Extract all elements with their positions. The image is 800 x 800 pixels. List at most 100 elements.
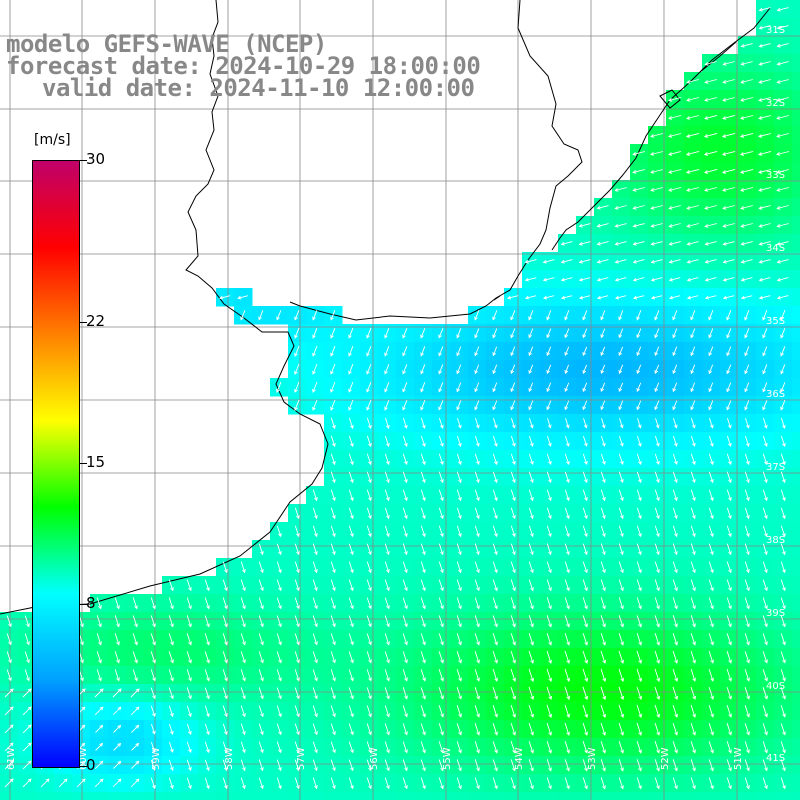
wind-arrow (366, 382, 372, 393)
wind-arrow (740, 259, 753, 264)
wind-arrow (704, 259, 717, 264)
wind-arrow (708, 723, 714, 736)
wind-arrow (546, 741, 552, 754)
wind-arrow (600, 632, 606, 646)
wind-arrow (636, 686, 643, 700)
wind-arrow (762, 525, 768, 538)
wind-arrow (578, 295, 591, 300)
wind-speed-cell (324, 792, 343, 800)
wind-arrow (704, 61, 717, 66)
wind-arrow (312, 327, 318, 339)
wind-arrow (420, 669, 426, 682)
wind-arrow (438, 687, 444, 700)
wind-arrow (668, 115, 682, 120)
wind-arrow (114, 615, 120, 628)
wind-arrow (294, 597, 300, 610)
wind-arrow (614, 205, 627, 210)
wind-arrow (168, 705, 174, 718)
wind-arrow (420, 777, 426, 790)
wind-arrow (186, 633, 192, 646)
wind-arrow (686, 295, 699, 300)
wind-arrow (474, 417, 480, 429)
wind-arrow (150, 669, 156, 682)
wind-arrow (578, 223, 591, 228)
wind-arrow (618, 722, 624, 736)
wind-arrow (600, 489, 606, 502)
wind-arrow (456, 525, 462, 538)
wind-arrow (632, 259, 645, 264)
wind-arrow (600, 400, 606, 411)
wind-arrow (204, 705, 210, 718)
wind-arrow (708, 328, 714, 339)
wind-arrow (510, 364, 516, 375)
wind-arrow (654, 777, 660, 790)
wind-arrow (456, 400, 462, 411)
wind-arrow (420, 400, 426, 411)
wind-speed-cell (252, 792, 271, 800)
wind-arrow (582, 777, 588, 790)
wind-arrow (76, 778, 86, 788)
wind-arrow (582, 650, 589, 664)
wind-arrow (636, 704, 643, 718)
wind-arrow (685, 132, 700, 138)
wind-arrow (690, 704, 696, 718)
wind-arrow (276, 777, 282, 790)
wind-arrow (40, 778, 50, 788)
wind-arrow (672, 650, 678, 664)
wind-arrow (618, 310, 624, 321)
wind-arrow (654, 561, 660, 574)
wind-arrow (186, 777, 192, 790)
wind-arrow (780, 669, 786, 682)
wind-arrow (636, 777, 642, 790)
wind-arrow (672, 418, 678, 429)
wind-arrow (672, 525, 678, 538)
wind-arrow (150, 777, 156, 790)
wind-arrow (384, 741, 390, 754)
wind-arrow (744, 579, 750, 592)
wind-arrow (636, 615, 642, 628)
wind-arrow (758, 79, 771, 84)
wind-speed-cell (792, 432, 800, 451)
wind-arrow (762, 651, 768, 664)
wind-arrow (564, 686, 571, 701)
latitude-label: 35S (766, 316, 785, 327)
wind-arrow (420, 346, 426, 357)
wind-arrow (618, 741, 624, 754)
wind-speed-cell (144, 792, 163, 800)
wind-arrow (726, 633, 732, 646)
wind-arrow (672, 741, 678, 754)
wind-arrow (510, 650, 516, 664)
wind-arrow (384, 579, 390, 592)
wind-arrow (672, 364, 678, 375)
wind-arrow (420, 651, 426, 664)
wind-arrow (348, 435, 354, 448)
wind-arrow (474, 328, 480, 339)
wind-arrow (492, 704, 498, 718)
wind-arrow (528, 400, 534, 411)
wind-arrow (672, 543, 678, 556)
wind-arrow (474, 525, 480, 538)
wind-arrow (348, 525, 354, 538)
wind-arrow (312, 615, 318, 628)
wind-arrow (492, 777, 498, 790)
wind-arrow (690, 435, 696, 447)
wind-arrow (510, 328, 516, 339)
wind-arrow (618, 543, 624, 556)
wind-arrow (420, 382, 426, 393)
wind-arrow (186, 705, 192, 718)
wind-arrow (744, 669, 750, 682)
wind-arrow (150, 687, 156, 700)
wind-arrow (492, 453, 498, 466)
wind-arrow (564, 632, 570, 646)
wind-speed-cell (792, 180, 800, 199)
wind-arrow (636, 507, 642, 520)
wind-arrow (632, 223, 645, 228)
wind-arrow (492, 543, 498, 556)
wind-arrow (95, 742, 104, 751)
wind-arrow (438, 525, 444, 538)
wind-arrow (474, 346, 480, 357)
forecast-date: forecast date: 2024-10-29 18:00:00 (6, 52, 481, 80)
colorbar-tick-label: 30 (86, 150, 106, 168)
wind-arrow (402, 525, 408, 538)
wind-arrow (366, 489, 372, 502)
